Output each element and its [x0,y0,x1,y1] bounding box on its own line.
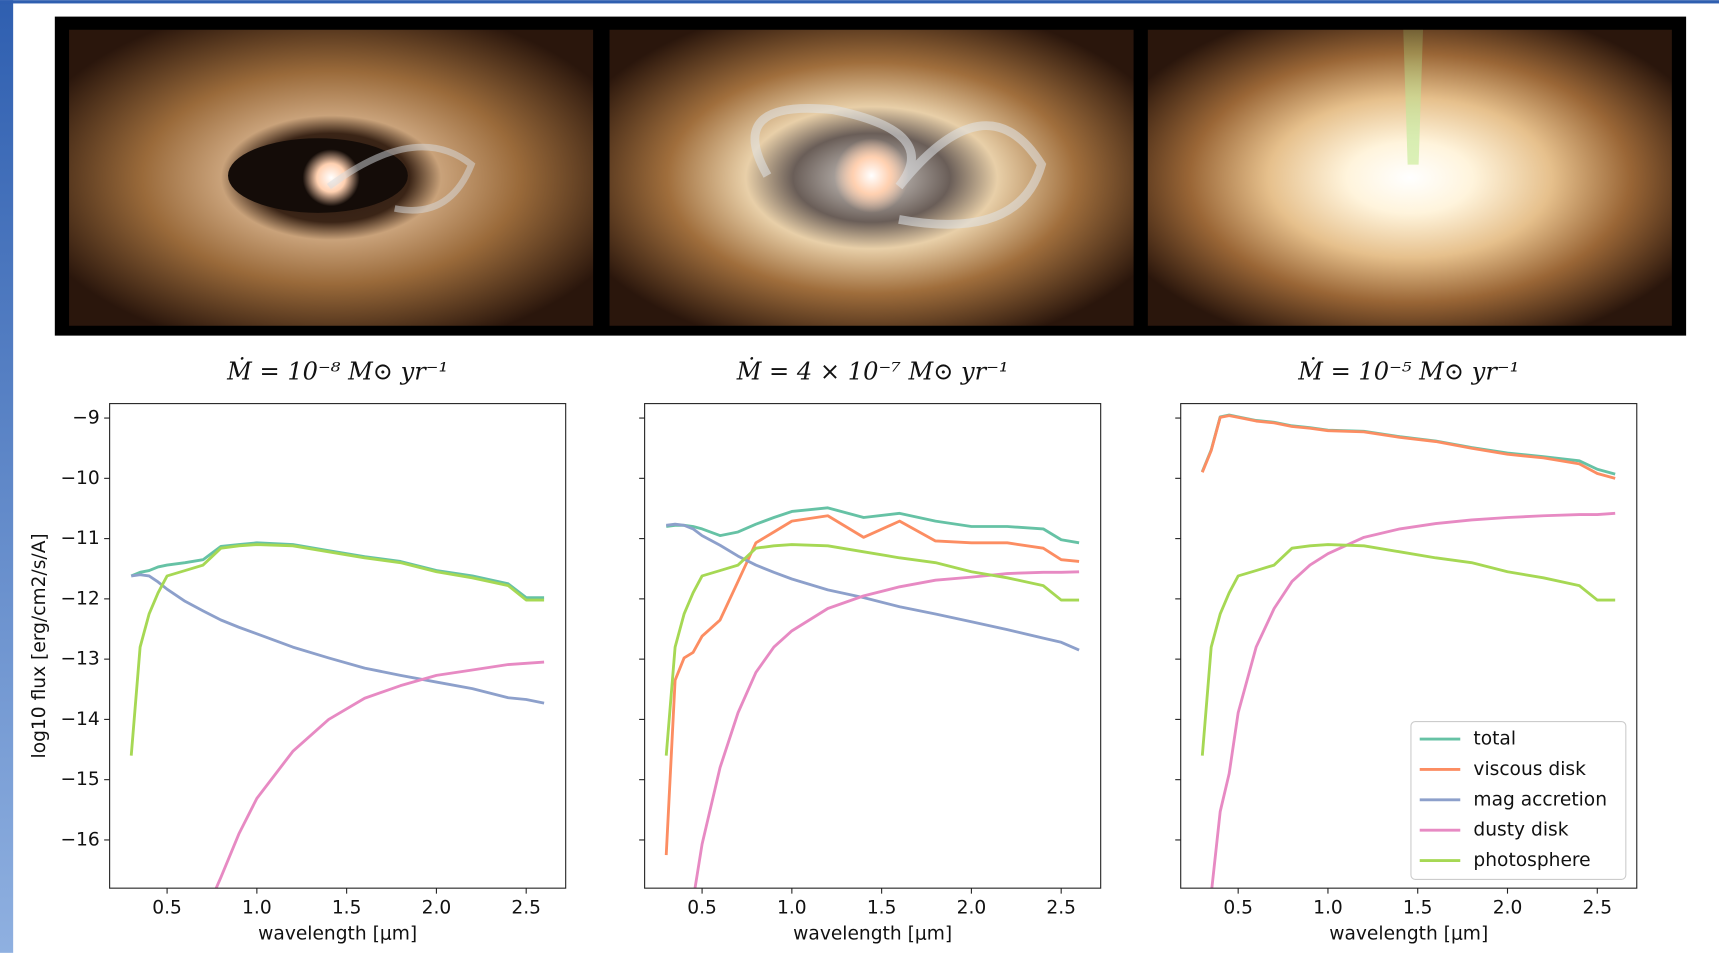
legend-label: mag accretion [1473,789,1607,810]
x-tick-label: 2.0 [422,897,452,918]
x-tick-label: 1.0 [242,897,272,918]
axes-frame [110,404,566,889]
x-tick-label: 1.5 [1403,897,1433,918]
y-tick-label: −14 [60,709,99,730]
y-tick-label: −13 [60,649,99,670]
page: {"chart_data": [ {"type": "line", "title… [0,0,1719,953]
series-line [131,575,544,703]
axes-frame [645,404,1101,889]
y-tick-label: −16 [60,829,99,850]
y-tick-label: −11 [60,528,99,549]
x-tick-label: 2.5 [1582,897,1612,918]
legend: total viscous disk mag accretion dusty disk… [1411,722,1626,880]
x-axis-label: wavelength [μm] [258,924,417,945]
y-tick-label: −15 [60,769,99,790]
disk-image-low [69,30,593,326]
chart-panel: Ṁ = 4 × 10⁻⁷ M⊙ yr⁻¹ wavelength [μm] 0.5 1.… [639,356,1101,944]
series-line [666,508,1079,543]
x-axis-label: wavelength [μm] [793,924,952,945]
legend-label: dusty disk [1473,820,1568,841]
chart-panel: Ṁ = 10⁻⁵ M⊙ yr⁻¹ wavelength [μm] 0.5 1.0 1.5… [1175,356,1637,944]
legend-label: total [1473,729,1516,750]
series-line [131,543,544,598]
chart-title: Ṁ = 10⁻⁸ M⊙ yr⁻¹ [226,356,448,385]
star [303,149,360,206]
x-tick-label: 1.0 [1313,897,1343,918]
x-tick-label: 1.5 [332,897,362,918]
star [834,138,909,213]
x-tick-label: 0.5 [687,897,717,918]
x-tick-label: 1.0 [777,897,807,918]
y-tick-label: −9 [72,408,99,429]
x-tick-label: 2.5 [1046,897,1076,918]
chart-panel: Ṁ = 10⁻⁸ M⊙ yr⁻¹ wavelength [μm] log10 flu… [29,356,566,944]
series-line [684,572,1079,931]
series-line [131,545,544,756]
series-line [1202,415,1615,474]
disk-image-high [1148,30,1672,326]
chart-title: Ṁ = 4 × 10⁻⁷ M⊙ yr⁻¹ [736,356,1009,385]
legend-label: viscous disk [1473,759,1586,780]
series-line [1202,416,1615,479]
figure: Ṁ = 10⁻⁸ M⊙ yr⁻¹ wavelength [μm] log10 flu… [0,0,1719,953]
x-tick-label: 0.5 [152,897,182,918]
x-axis-label: wavelength [μm] [1329,924,1488,945]
x-tick-label: 2.5 [511,897,541,918]
disk-image-mid [610,30,1134,326]
x-tick-label: 2.0 [957,897,987,918]
top-strip [0,0,1719,3]
series-line [203,662,544,918]
series-line [666,545,1079,756]
legend-label: photosphere [1473,850,1590,871]
x-tick-label: 1.5 [867,897,897,918]
y-tick-label: −12 [60,588,99,609]
side-strip [0,0,13,953]
x-tick-label: 0.5 [1223,897,1253,918]
y-axis-label: log10 flux [erg/cm2/s/A] [29,533,50,758]
chart-title: Ṁ = 10⁻⁵ M⊙ yr⁻¹ [1297,356,1519,385]
y-tick-label: −10 [60,468,99,489]
x-tick-label: 2.0 [1493,897,1523,918]
